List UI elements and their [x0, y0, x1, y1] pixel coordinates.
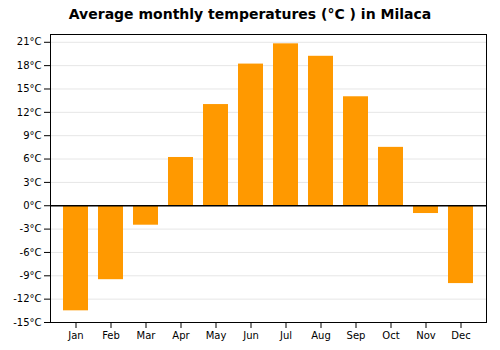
svg-text:Jun: Jun [242, 330, 259, 341]
svg-text:-3°C: -3°C [20, 223, 42, 234]
svg-text:-12°C: -12°C [13, 293, 41, 304]
svg-text:Sep: Sep [347, 330, 366, 341]
svg-text:-15°C: -15°C [13, 317, 41, 328]
svg-text:21°C: 21°C [17, 36, 42, 47]
svg-text:18°C: 18°C [17, 60, 42, 71]
svg-text:Oct: Oct [382, 330, 399, 341]
svg-text:6°C: 6°C [23, 153, 41, 164]
svg-text:Jan: Jan [67, 330, 83, 341]
svg-text:9°C: 9°C [23, 130, 41, 141]
svg-text:May: May [206, 330, 227, 341]
svg-text:-6°C: -6°C [20, 247, 42, 258]
svg-text:Dec: Dec [451, 330, 470, 341]
svg-text:Apr: Apr [172, 330, 190, 341]
svg-text:Jul: Jul [279, 330, 292, 341]
svg-text:3°C: 3°C [23, 177, 41, 188]
svg-text:0°C: 0°C [23, 200, 41, 211]
svg-text:12°C: 12°C [17, 107, 42, 118]
svg-text:Nov: Nov [416, 330, 436, 341]
svg-text:Feb: Feb [102, 330, 120, 341]
svg-text:Mar: Mar [137, 330, 157, 341]
html-text:Average monthly temperatures (: Average monthly temperatures (°C ) in Mi… [68, 6, 432, 22]
svg-text:Aug: Aug [311, 330, 331, 341]
svg-text:15°C: 15°C [17, 83, 42, 94]
svg-text:-9°C: -9°C [20, 270, 42, 281]
